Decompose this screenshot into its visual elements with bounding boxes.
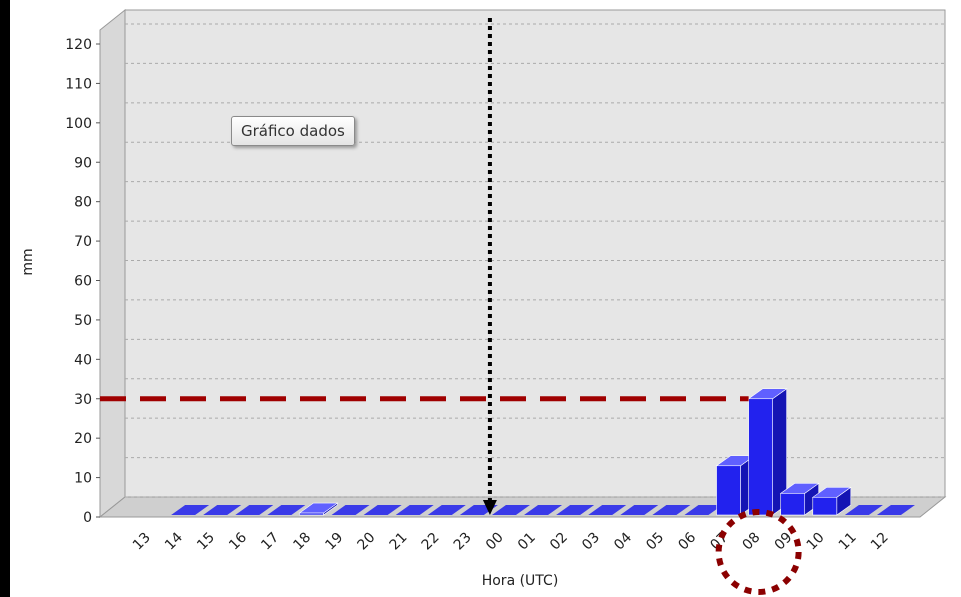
bar	[363, 505, 402, 515]
x-tick-label: 08	[740, 530, 764, 554]
x-tick-label: 04	[611, 529, 635, 553]
bar	[235, 505, 274, 515]
bar	[395, 505, 434, 515]
x-tick-label: 18	[290, 530, 314, 554]
bar	[652, 505, 691, 515]
bar-top	[524, 505, 563, 515]
x-tick-label: 00	[483, 530, 507, 554]
x-tick-label: 10	[804, 530, 828, 554]
x-tick-label: 16	[226, 529, 250, 553]
y-tick-label: 60	[74, 274, 92, 290]
bar-front	[780, 493, 806, 516]
y-tick-label: 90	[74, 155, 92, 171]
bar	[203, 505, 242, 515]
y-tick-label: 70	[74, 234, 92, 250]
bar	[331, 505, 370, 515]
bar-top	[652, 505, 691, 515]
x-tick-label: 06	[675, 529, 699, 553]
x-tick-label: 19	[322, 530, 346, 554]
bar	[491, 505, 530, 515]
bar-top	[235, 505, 274, 515]
x-tick-label: 20	[355, 530, 379, 554]
bar	[684, 505, 723, 515]
y-tick-label: 20	[74, 431, 92, 447]
x-tick-label: 15	[194, 530, 218, 554]
bar-top	[684, 505, 723, 515]
bar-top	[267, 505, 306, 515]
y-axis-label: mm	[20, 248, 36, 275]
bar	[811, 486, 852, 516]
y-tick-label: 0	[83, 510, 92, 526]
bar-front	[812, 496, 838, 516]
frame-edge	[0, 0, 10, 597]
x-tick-label: 11	[836, 530, 860, 554]
x-tick-label: 02	[547, 530, 571, 554]
bar-top	[844, 505, 883, 515]
bar	[524, 505, 563, 515]
bar-front	[748, 398, 773, 516]
x-tick-label: 23	[451, 530, 475, 554]
bar	[298, 502, 339, 516]
x-tick-label: 01	[515, 530, 539, 554]
bar	[747, 388, 788, 516]
bar-top	[203, 505, 242, 515]
bar-top	[876, 505, 915, 515]
x-tick-label: 03	[579, 530, 603, 554]
y-tick-label: 80	[74, 195, 92, 211]
chart-data-button[interactable]: Gráfico dados	[231, 116, 355, 146]
x-tick-label: 22	[419, 530, 443, 554]
x-tick-label: 13	[130, 530, 154, 554]
y-tick-label: 110	[65, 76, 92, 92]
highlight-circle	[715, 509, 802, 595]
bar	[620, 505, 659, 515]
x-tick-label: 14	[162, 529, 186, 553]
y-tick-label: 40	[74, 352, 92, 368]
x-tick-label: 17	[258, 530, 282, 554]
bar	[556, 505, 595, 515]
plot	[125, 23, 945, 516]
y-tick-label: 30	[74, 392, 92, 408]
bar-top	[491, 505, 530, 515]
bar	[844, 505, 883, 515]
bar-top	[395, 505, 434, 515]
bar-front	[716, 465, 741, 516]
bar-top	[556, 505, 595, 515]
x-tick-label: 05	[643, 530, 667, 554]
y-tick-label: 50	[74, 313, 92, 329]
bar	[171, 505, 210, 515]
y-tick-label: 100	[65, 116, 92, 132]
bar-top	[588, 505, 627, 515]
bar	[588, 505, 627, 515]
bar	[876, 505, 915, 515]
back-wall	[124, 9, 946, 498]
bar-top	[171, 505, 210, 515]
x-axis-label: Hora (UTC)	[482, 573, 559, 589]
bar-top	[427, 505, 466, 515]
bar	[267, 505, 306, 515]
y-tick-label: 10	[74, 471, 92, 487]
bar	[427, 505, 466, 515]
side-wall	[99, 8, 126, 519]
y-tick-label: 120	[65, 37, 92, 53]
x-tick-label: 21	[387, 530, 411, 554]
x-tick-label: 12	[868, 530, 892, 554]
marker-arrow	[482, 500, 497, 515]
bar-front	[299, 512, 324, 516]
bar-top	[331, 505, 370, 515]
bar-top	[620, 505, 659, 515]
bar-top	[363, 505, 402, 515]
